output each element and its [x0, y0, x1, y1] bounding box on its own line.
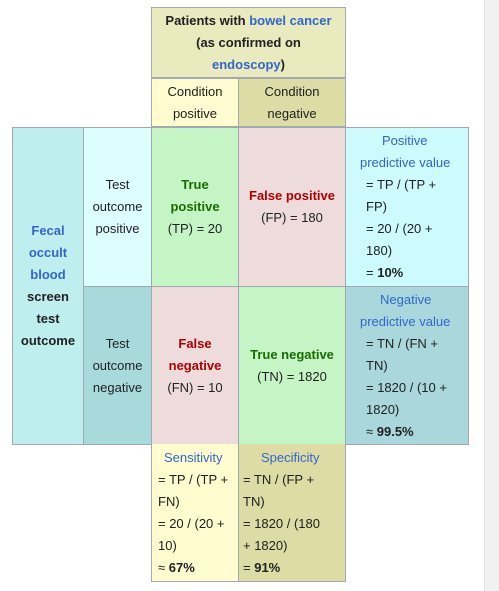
- false-positive-cell: False positive (FP) = 180: [238, 127, 346, 287]
- page-scrollbar[interactable]: [484, 0, 499, 591]
- npv-result: 99.5%: [376, 423, 414, 439]
- row-label-fecal-occult-blood: Fecal occult blood screen test outcome: [12, 127, 84, 445]
- true-positive-cell: True positive (TP) = 20: [151, 127, 239, 287]
- condition-positive-header: Condition positive: [151, 78, 239, 127]
- specificity-link[interactable]: Specificity: [261, 449, 320, 465]
- true-negative-cell: True negative (TN) = 1820: [238, 286, 346, 445]
- condition-negative-header: Condition negative: [238, 78, 346, 127]
- specificity-cell: Specificity = TN / (FP + TN) = 1820 / (1…: [238, 444, 346, 582]
- negative-predictive-value-cell: Negative predictive value = TN / (FN + T…: [345, 286, 469, 445]
- specificity-result: 91%: [254, 559, 281, 575]
- npv-title-link[interactable]: Negative: [380, 291, 432, 307]
- sensitivity-link[interactable]: Sensitivity: [164, 449, 223, 465]
- sensitivity-result: 67%: [168, 559, 195, 575]
- test-outcome-negative: Test outcome negative: [83, 286, 152, 445]
- table-header: Patients with bowel cancer (as confirmed…: [151, 7, 346, 78]
- ppv-title-link-2[interactable]: predictive value: [360, 155, 451, 170]
- false-negative-cell: False negative (FN) = 10: [151, 286, 239, 445]
- test-outcome-positive: Test outcome positive: [83, 127, 152, 287]
- sensitivity-cell: Sensitivity = TP / (TP + FN) = 20 / (20 …: [151, 444, 239, 582]
- npv-title-link-2[interactable]: predictive value: [360, 313, 451, 329]
- positive-predictive-value-cell: Positive predictive value = TP / (TP + F…: [345, 127, 469, 287]
- bowel-cancer-link[interactable]: bowel cancer: [249, 12, 332, 28]
- occult-link[interactable]: occult: [28, 245, 68, 260]
- ppv-result: 10%: [377, 265, 404, 280]
- blood-link[interactable]: blood: [30, 267, 66, 282]
- ppv-title-link[interactable]: Positive: [382, 133, 428, 148]
- fecal-link[interactable]: Fecal: [31, 223, 65, 238]
- endoscopy-link[interactable]: endoscopy: [212, 56, 281, 72]
